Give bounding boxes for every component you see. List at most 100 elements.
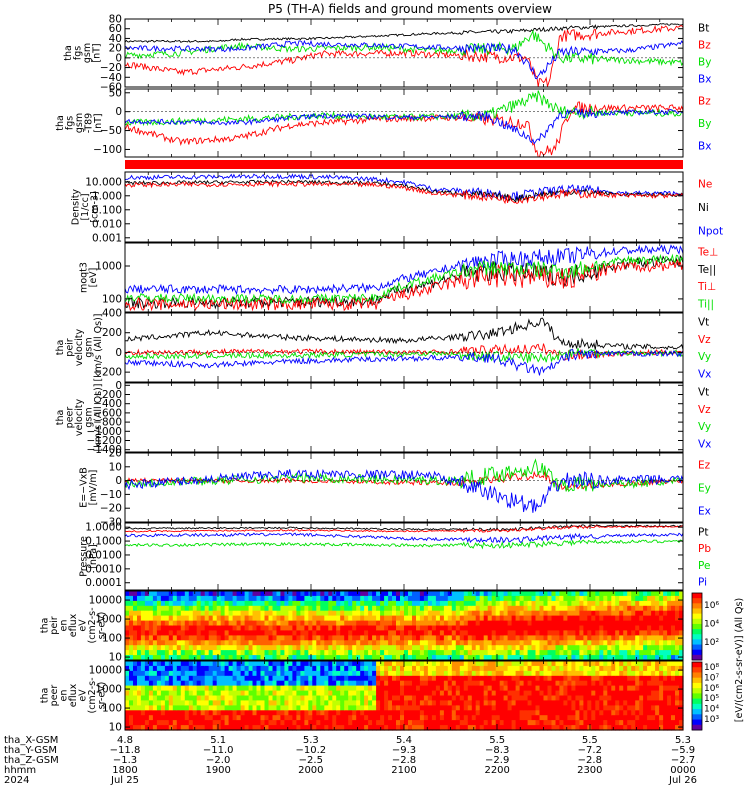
spectrogram-cell	[443, 620, 449, 627]
spectrogram-cell	[591, 715, 596, 721]
spectrogram-cell	[431, 695, 437, 701]
spectrogram-cell	[352, 600, 357, 607]
spectrogram-cell	[284, 650, 289, 656]
spectrogram-cell	[643, 650, 648, 656]
spectrogram-cell	[443, 695, 449, 701]
spectrogram-cell	[679, 720, 684, 726]
spectrogram-cell	[635, 700, 640, 706]
spectrogram-cell	[671, 610, 676, 617]
spectrogram-cell	[348, 610, 353, 617]
spectrogram-cell	[216, 705, 222, 711]
spectrogram-cell	[495, 690, 501, 697]
spectrogram-cell	[156, 630, 162, 636]
spectrogram-cell	[679, 725, 684, 731]
spectrogram-cell	[244, 700, 250, 706]
spectrogram-cell	[583, 675, 588, 682]
spectrogram-cell	[324, 645, 329, 651]
spectrogram-cell	[137, 725, 142, 731]
spectrogram-cell	[439, 670, 445, 677]
spectrogram-cell	[412, 715, 417, 721]
spectrogram-cell	[160, 625, 166, 631]
spectrogram-cell	[439, 650, 445, 656]
spectrogram-cell	[404, 610, 409, 617]
spectrogram-cell	[551, 610, 557, 617]
spectrogram-cell	[324, 725, 329, 731]
spectrogram-cell	[292, 705, 297, 711]
spectrogram-cell	[543, 640, 549, 646]
spectrogram-cell	[591, 635, 596, 641]
spectrogram-cell	[603, 675, 608, 682]
spectrogram-cell	[260, 675, 266, 682]
panel-frame	[124, 382, 684, 453]
spectrogram-cell	[535, 715, 541, 721]
spectrogram-cell	[280, 615, 285, 622]
spectrogram-cell	[479, 620, 485, 627]
spectrogram-cell	[376, 650, 381, 656]
spectrogram-cell	[635, 645, 640, 651]
spectrogram-cell	[579, 591, 584, 597]
spectrogram-cell	[312, 661, 317, 667]
spectrogram-cell	[663, 640, 668, 646]
spectrogram-cell	[224, 635, 230, 641]
spectrogram-cell	[463, 630, 469, 636]
spectrogram-cell	[416, 640, 421, 646]
spectrogram-cell	[443, 670, 449, 677]
spectrogram-cell	[555, 615, 561, 622]
spectrogram-cell	[619, 655, 624, 661]
spectrogram-cell	[647, 635, 652, 641]
spectrogram-cell	[515, 605, 521, 612]
spectrogram-cell	[200, 650, 206, 656]
spectrogram-cell	[587, 665, 592, 672]
spectrogram-cell	[535, 650, 541, 656]
legend-entry: Vx	[698, 438, 711, 450]
spectrogram-cell	[623, 720, 628, 726]
spectrogram-cell	[627, 665, 632, 672]
spectrogram-cell	[408, 595, 413, 602]
spectrogram-cell	[655, 715, 660, 721]
spectrogram-cell	[196, 655, 202, 661]
spectrogram-cell	[667, 655, 672, 661]
spectrogram-cell	[148, 710, 154, 716]
spectrogram-cell	[671, 600, 676, 607]
spectrogram-cell	[463, 690, 469, 697]
spectrogram-cell	[400, 595, 405, 602]
spectrogram-cell	[396, 625, 401, 631]
spectrogram-cell	[248, 605, 254, 612]
spectrogram-cell	[224, 610, 230, 617]
spectrogram-cell	[527, 675, 533, 682]
spectrogram-cell	[148, 625, 154, 631]
spectrogram-cell	[376, 700, 381, 706]
spectrogram-cell	[471, 600, 477, 607]
spectrogram-cell	[200, 591, 206, 597]
spectrogram-cell	[160, 725, 166, 731]
spectrogram-cell	[384, 670, 389, 677]
spectrogram-cell	[272, 595, 278, 602]
spectrogram-cell	[384, 700, 389, 706]
spectrogram-cell	[463, 625, 469, 631]
spectrogram-cell	[137, 685, 142, 692]
spectrogram-cell	[244, 655, 250, 661]
spectrogram-cell	[655, 591, 660, 597]
spectrogram-cell	[208, 630, 214, 636]
spectrogram-cell	[515, 685, 521, 692]
spectrogram-cell	[543, 625, 549, 631]
spectrogram-cell	[376, 620, 381, 627]
spectrogram-cell	[192, 685, 198, 692]
spectrogram-cell	[599, 610, 604, 617]
x-axis-row-label: hhmm	[4, 765, 36, 776]
spectrogram-cell	[376, 625, 381, 631]
spectrogram-cell	[487, 705, 493, 711]
spectrogram-cell	[675, 595, 680, 602]
spectrogram-cell	[475, 720, 481, 726]
spectrogram-cell	[404, 640, 409, 646]
spectrogram-cell	[455, 630, 461, 636]
spectrogram-cell	[224, 725, 230, 731]
spectrogram-cell	[631, 725, 636, 731]
spectrogram-cell	[140, 655, 146, 661]
spectrogram-cell	[336, 700, 341, 706]
spectrogram-cell	[268, 710, 274, 716]
spectrogram-cell	[583, 710, 588, 716]
spectrogram-cell	[619, 680, 624, 687]
spectrogram-cell	[463, 670, 469, 677]
spectrogram-cell	[523, 700, 529, 706]
